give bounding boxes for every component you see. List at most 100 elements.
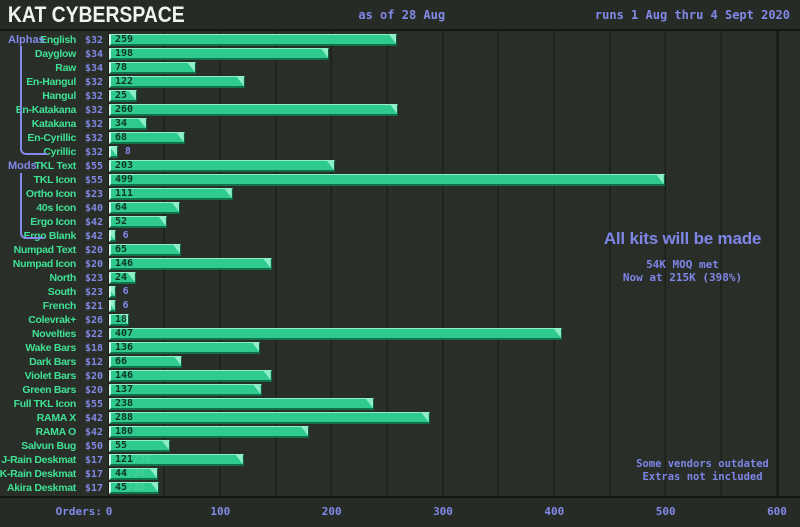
chart-row: Cyrillic $32 8 [0,145,800,159]
bar-value-outside: 6 [122,286,129,297]
order-bar [109,300,116,312]
bar-track: 44/20 [109,468,800,480]
row-price: $32 [84,76,103,88]
row-price: $22 [84,328,103,340]
bar-value: 55 [111,441,128,450]
bar-value: 259 [111,35,134,44]
order-bar: 55 [109,440,171,452]
bar-value: 238 [111,399,134,408]
as-of-date: as of 28 Aug [358,7,446,22]
bar-track: 6 [109,230,800,242]
order-bar: 198 [109,48,330,60]
bar-value-suffix: /20 [127,482,146,493]
bar-track: 288 [109,412,800,424]
row-label: 40s Icon [36,202,76,214]
order-bar: 18 [109,314,130,326]
row-label: RAMA O [35,426,77,438]
bar-value: 136 [111,343,134,352]
row-label: En-Katakana [15,104,77,116]
chart-row: En-Katakana $32 260 [0,103,800,117]
row-price: $50 [84,440,103,452]
row-label: English [40,34,76,46]
row-gutter: Green Bars $20 [0,384,109,396]
row-label: Numpad Icon [12,258,77,270]
bar-value: 180 [111,427,134,436]
row-gutter: En-Hangul $32 [0,76,109,88]
order-bar: 45/20 [109,482,160,494]
row-price: $32 [84,90,103,102]
chart-row: Numpad Text $20 65 [0,243,800,257]
mods-group-bracket [20,173,44,239]
chart-row: En-Hangul $32 122 [0,75,800,89]
bar-value: 288 [111,413,134,422]
bar-value: 111 [111,189,134,198]
chart-row: Hangul $32 25 [0,89,800,103]
row-label: Green Bars [22,384,76,396]
row-gutter: French $21 [0,300,109,312]
order-bar: 180 [109,426,310,438]
order-bar: 136 [109,342,261,354]
axis-tick: 600 [767,505,787,518]
row-price: $17 [84,454,103,466]
row-label: RAMA X [36,412,77,424]
chart-row: J-Rain Deskmat $17 121/20 [0,453,800,467]
bar-value: 198 [111,49,134,58]
row-gutter: Ergo Blank $42 [0,230,109,242]
bar-track: 203 [109,160,800,172]
row-gutter: En-Katakana $32 [0,104,109,116]
bar-track: 407 [109,328,800,340]
chart-row: TKL Icon $55 499 [0,173,800,187]
row-gutter: K-Rain Deskmat $17 [0,468,109,480]
bar-track: 78 [109,62,800,74]
row-gutter: Akira Deskmat $17 [0,482,109,494]
bar-value: 18 [111,315,128,324]
bar-track: 238 [109,398,800,410]
row-gutter: Katakana $32 [0,118,109,130]
row-gutter: Salvun Bug $50 [0,440,109,452]
bar-value: 499 [111,175,134,184]
row-gutter: 40s Icon $40 [0,202,109,214]
chart-area: Alphas English $32 259 Dayglow $34 198 Raw $34 78… [0,31,800,496]
row-gutter: Novelties $22 [0,328,109,340]
chart-row: Dayglow $34 198 [0,47,800,61]
chart-row: Violet Bars $20 146 [0,369,800,383]
bar-track: 121/20 [109,454,800,466]
row-gutter: Hangul $32 [0,90,109,102]
row-gutter: TKL Icon $55 [0,174,109,186]
row-label: Violet Bars [24,370,77,382]
row-price: $17 [84,482,103,494]
bar-track: 65 [109,244,800,256]
bar-value: 45 [111,483,128,492]
row-price: $42 [84,426,103,438]
order-bar: 288 [109,412,430,424]
bar-value: 122 [111,77,134,86]
group-label: Mods [8,160,37,172]
axis-tick: 400 [544,505,565,518]
row-price: $34 [84,48,103,60]
row-gutter: South $23 [0,286,109,298]
row-label: Full TKL Icon [13,398,77,410]
annotation-moq-line1: 54K MOQ met [646,258,719,271]
row-gutter: Dayglow $34 [0,48,109,60]
run-dates: runs 1 Aug thru 4 Sept 2020 [594,7,790,22]
bar-value: 146 [111,371,134,380]
chart-row: RAMA O $42 180 [0,425,800,439]
row-label: South [47,286,77,298]
bar-track: 45/20 [109,482,800,494]
chart-row: Ergo Icon $42 52 [0,215,800,229]
order-bar: 137 [109,384,262,396]
bar-value: 64 [111,203,128,212]
row-gutter: Dark Bars $12 [0,356,109,368]
bar-track: 111 [109,188,800,200]
chart-row: Full TKL Icon $55 238 [0,397,800,411]
chart-row: RAMA X $42 288 [0,411,800,425]
bar-track: 146 [109,370,800,382]
bar-track: 34 [109,118,800,130]
row-gutter: North $23 [0,272,109,284]
annotation-disclaimer-line1: Some vendors outdated [636,458,769,470]
x-axis: Orders: 0 100 200 300 400 500 600 [0,496,800,527]
chart-row: Novelties $22 407 [0,327,800,341]
row-price: $17 [84,468,103,480]
order-bar [109,286,116,298]
bar-track: 180 [109,426,800,438]
